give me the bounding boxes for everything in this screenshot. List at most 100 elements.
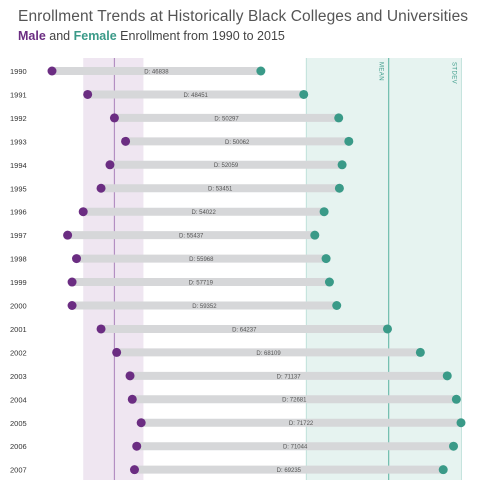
female-dot <box>334 113 344 123</box>
male-dot <box>105 160 115 170</box>
year-label: 1991 <box>10 90 27 99</box>
difference-bar <box>101 324 388 333</box>
difference-bar <box>76 254 327 263</box>
year-label: 2003 <box>10 372 27 381</box>
row-2000: 2000 D: 59352 <box>10 301 342 311</box>
difference-bar <box>136 442 454 451</box>
male-dot <box>121 136 131 146</box>
row-1998: 1998 D: 55968 <box>10 254 331 264</box>
year-label: 2007 <box>10 466 27 475</box>
male-dot <box>136 418 146 428</box>
difference-label: D: 52059 <box>214 163 239 169</box>
male-dot <box>96 183 106 193</box>
mean-band-label: MEAN <box>378 62 384 81</box>
row-2007: 2007 D: 69235 <box>10 465 448 475</box>
difference-bar <box>114 113 339 122</box>
row-1999: 1999 D: 57719 <box>10 277 334 287</box>
row-1991: 1991 D: 48451 <box>10 89 309 99</box>
row-1992: 1992 D: 50297 <box>10 113 344 123</box>
difference-bar <box>87 90 304 99</box>
subtitle-and-word: and <box>45 29 74 43</box>
female-dot <box>319 207 329 217</box>
difference-label: D: 64237 <box>232 327 257 333</box>
male-stdev-band <box>83 58 144 480</box>
row-2002: 2002 D: 68109 <box>10 347 425 357</box>
difference-bar <box>109 160 343 169</box>
difference-bar <box>72 278 330 287</box>
difference-bar <box>134 465 444 474</box>
difference-bar <box>72 301 337 310</box>
female-dot <box>382 324 392 334</box>
female-dot <box>299 89 309 99</box>
difference-label: D: 71044 <box>283 445 308 451</box>
year-label: 2001 <box>10 325 27 334</box>
female-dot <box>449 441 459 451</box>
row-1996: 1996 D: 54022 <box>10 207 329 217</box>
difference-bar <box>141 418 461 427</box>
year-label: 1998 <box>10 255 27 264</box>
female-dot <box>332 301 342 310</box>
female-stdev-band <box>306 58 462 480</box>
male-dot <box>47 66 57 76</box>
year-label: 2006 <box>10 442 27 451</box>
difference-label: D: 72681 <box>282 398 307 404</box>
row-1997: 1997 D: 55437 <box>10 230 320 240</box>
row-1994: 1994 D: 52059 <box>10 160 347 170</box>
female-dot <box>451 394 461 404</box>
year-label: 2002 <box>10 348 27 357</box>
male-dot <box>72 254 82 264</box>
subtitle-female-word: Female <box>73 29 117 43</box>
title-block: Enrollment Trends at Historically Black … <box>18 8 473 43</box>
year-label: 2004 <box>10 395 27 404</box>
male-dot <box>63 230 73 240</box>
row-2006: 2006 D: 71044 <box>10 441 459 451</box>
difference-label: D: 68109 <box>256 351 281 357</box>
difference-bar <box>116 348 421 357</box>
female-dot <box>344 136 354 146</box>
difference-label: D: 50297 <box>214 116 239 122</box>
male-dot <box>109 113 119 123</box>
difference-bar <box>52 67 261 75</box>
difference-label: D: 71137 <box>277 374 302 380</box>
male-dot <box>129 465 139 475</box>
rows: 1990 D: 46838 1991 D: 48451 1992 D: 50297 1993… <box>10 66 466 475</box>
stat-bands: MEAN STDEV <box>83 58 462 480</box>
difference-label: D: 50062 <box>225 140 250 146</box>
chart-subtitle: Male and Female Enrollment from 1990 to … <box>18 29 473 43</box>
difference-bar <box>67 231 315 240</box>
row-2004: 2004 D: 72681 <box>10 394 461 404</box>
male-dot <box>127 394 137 404</box>
difference-label: D: 59352 <box>192 304 217 310</box>
female-dot <box>442 371 452 381</box>
male-dot <box>96 324 106 334</box>
year-label: 1995 <box>10 184 27 193</box>
male-dot <box>125 371 135 381</box>
difference-label: D: 55968 <box>189 257 214 263</box>
year-label: 2000 <box>10 302 27 311</box>
difference-bar <box>125 137 349 146</box>
male-dot <box>78 207 88 217</box>
year-label: 1990 <box>10 67 27 76</box>
stdev-band-label: STDEV <box>450 62 456 84</box>
male-dot <box>112 347 122 357</box>
year-label: 1994 <box>10 161 27 170</box>
difference-label: D: 53451 <box>208 187 233 193</box>
year-label: 1993 <box>10 137 27 146</box>
row-1993: 1993 D: 50062 <box>10 136 354 146</box>
year-label: 1997 <box>10 231 27 240</box>
difference-bar <box>130 371 448 380</box>
difference-label: D: 57719 <box>189 280 214 286</box>
female-dot <box>415 347 425 357</box>
male-dot <box>132 441 142 451</box>
row-2001: 2001 D: 64237 <box>10 324 392 334</box>
male-dot <box>67 301 77 310</box>
row-1995: 1995 D: 53451 <box>10 183 344 193</box>
difference-label: D: 48451 <box>184 93 209 99</box>
row-2003: 2003 D: 71137 <box>10 371 452 381</box>
subtitle-rest: Enrollment from 1990 to 2015 <box>116 29 285 43</box>
difference-label: D: 54022 <box>191 210 216 216</box>
male-dot <box>83 89 93 99</box>
female-dot <box>256 66 266 76</box>
row-2005: 2005 D: 71722 <box>10 418 466 428</box>
